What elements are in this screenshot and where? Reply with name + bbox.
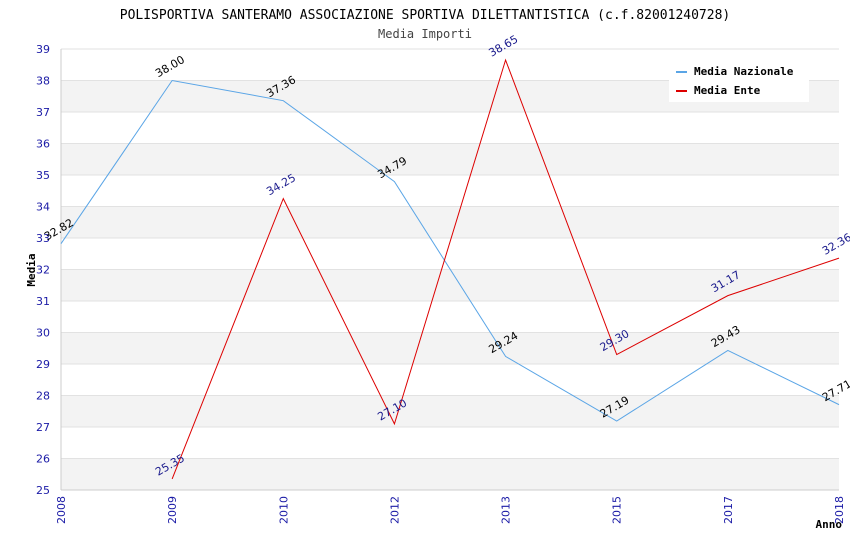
grid-band — [61, 364, 839, 396]
legend-box — [669, 59, 809, 102]
grid-bands — [61, 48, 839, 491]
y-tick-label: 31 — [36, 295, 50, 308]
y-tick-label: 26 — [36, 453, 50, 466]
legend: Media Nazionale Media Ente — [669, 59, 809, 102]
y-tick-label: 29 — [36, 358, 50, 371]
x-tick-label: 2015 — [611, 496, 624, 524]
grid-band — [61, 112, 839, 144]
y-tick-label: 33 — [36, 232, 50, 245]
grid-band — [61, 269, 839, 301]
y-axis-ticks: 25 26 27 28 29 30 31 32 33 34 35 36 37 38 39 — [36, 43, 50, 497]
grid-band — [61, 175, 839, 207]
y-tick-label: 28 — [36, 390, 50, 403]
y-axis-label: Media — [25, 253, 38, 286]
chart-title: POLISPORTIVA SANTERAMO ASSOCIAZIONE SPOR… — [120, 8, 730, 23]
y-tick-label: 38 — [36, 75, 50, 88]
series-line-media-ente — [171, 58, 840, 480]
x-axis-ticks: 2008 2009 2010 2012 2013 2015 2017 2018 — [55, 496, 846, 524]
x-tick-label: 2010 — [277, 496, 290, 524]
series-line-media-nazionale — [60, 79, 840, 422]
x-axis-label: Anno — [816, 518, 843, 531]
y-tick-label: 39 — [36, 43, 50, 56]
y-tick-label: 30 — [36, 327, 50, 340]
grid-band — [61, 332, 839, 364]
grid-band — [61, 206, 839, 238]
y-tick-label: 34 — [36, 201, 50, 214]
x-tick-label: 2009 — [166, 496, 179, 524]
axes — [60, 49, 839, 491]
y-tick-label: 25 — [36, 484, 50, 497]
y-tick-label: 35 — [36, 169, 50, 182]
y-tick-label: 32 — [36, 264, 50, 277]
x-tick-label: 2012 — [388, 496, 401, 524]
y-tick-label: 36 — [36, 138, 50, 151]
legend-label: Media Nazionale — [694, 65, 794, 78]
grid-band — [61, 301, 839, 333]
grid-band — [61, 458, 839, 490]
x-tick-label: 2013 — [500, 496, 513, 524]
x-tick-label: 2008 — [55, 496, 68, 524]
x-tick-label: 2017 — [722, 496, 735, 524]
grid-band — [61, 143, 839, 175]
series-lines — [60, 58, 840, 480]
y-tick-label: 27 — [36, 421, 50, 434]
legend-label: Media Ente — [694, 84, 761, 97]
y-tick-label: 37 — [36, 106, 50, 119]
grid-band — [61, 395, 839, 427]
chart-subtitle: Media Importi — [378, 27, 472, 41]
x-tick-label: 2018 — [833, 496, 846, 524]
